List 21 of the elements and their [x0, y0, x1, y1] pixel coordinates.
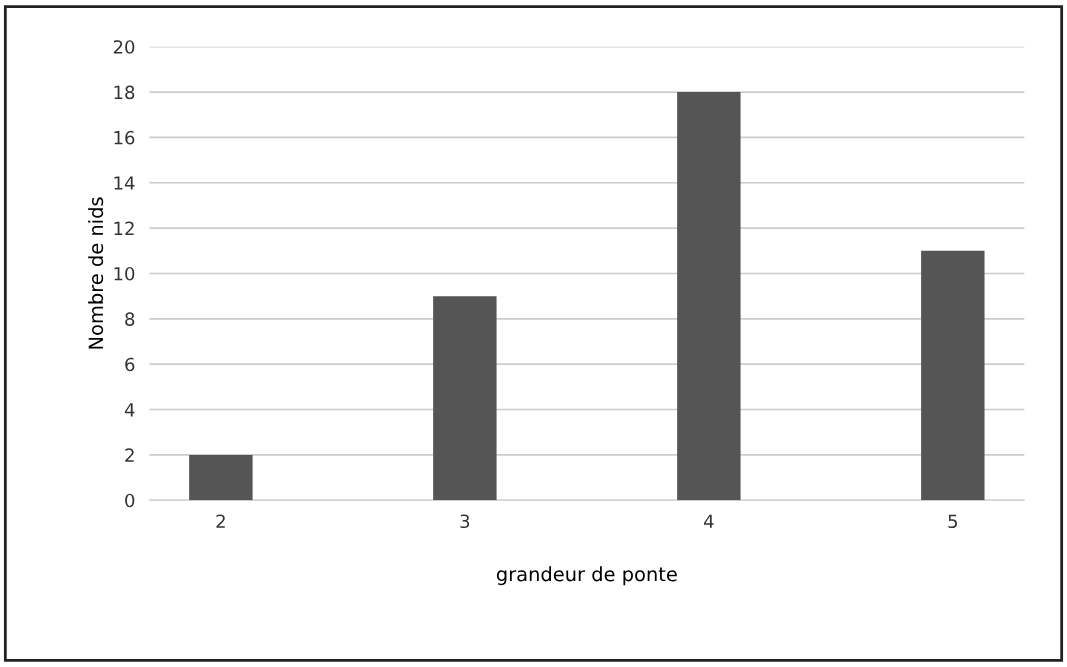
x-tick-label: 5 — [948, 514, 957, 529]
x-tick-label: 3 — [460, 514, 470, 529]
bar — [921, 250, 985, 501]
y-tick-label: 18 — [114, 85, 135, 100]
y-tick-label: 8 — [125, 312, 135, 326]
bar — [433, 296, 497, 501]
y-tick-label: 10 — [114, 266, 135, 281]
y-tick-label: 4 — [124, 403, 135, 417]
y-axis-title: Nombre de nids — [88, 197, 104, 349]
y-tick-label: 14 — [114, 176, 135, 190]
y-tick-label: 16 — [114, 130, 135, 145]
bar — [189, 454, 253, 501]
x-axis-title: grandeur de ponte — [496, 566, 677, 586]
y-tick-label: 12 — [114, 221, 134, 235]
y-tick-label: 0 — [125, 493, 135, 508]
y-tick-label: 2 — [125, 448, 134, 462]
x-tick-label: 2 — [216, 514, 225, 528]
y-tick-label: 6 — [125, 357, 135, 372]
y-tick-label: 20 — [113, 40, 135, 54]
bar — [677, 92, 741, 501]
x-tick-label: 4 — [703, 514, 714, 528]
